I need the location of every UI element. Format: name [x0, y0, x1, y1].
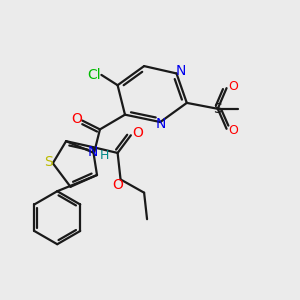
Text: Cl: Cl: [87, 68, 101, 82]
Text: N: N: [156, 117, 166, 131]
Text: S: S: [213, 102, 222, 116]
Text: O: O: [71, 112, 82, 126]
Text: O: O: [112, 178, 123, 192]
Text: N: N: [87, 145, 98, 159]
Text: H: H: [100, 149, 109, 162]
Text: O: O: [228, 80, 238, 93]
Text: N: N: [176, 64, 186, 78]
Text: O: O: [228, 124, 238, 137]
Text: S: S: [44, 155, 53, 169]
Text: O: O: [132, 126, 143, 140]
